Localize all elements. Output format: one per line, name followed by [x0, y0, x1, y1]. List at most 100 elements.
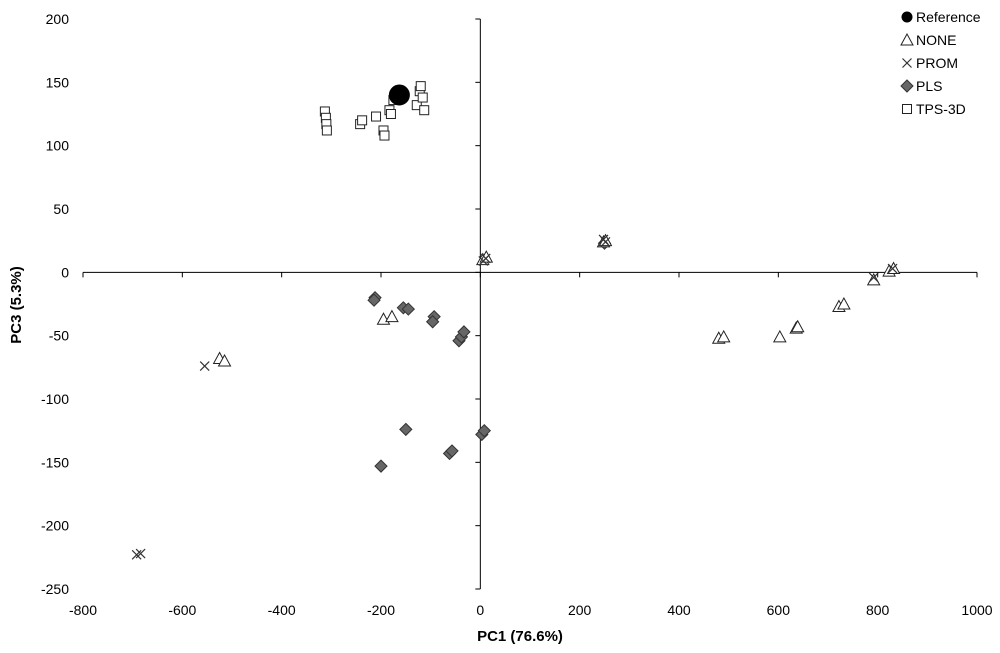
triangle-marker — [217, 353, 232, 367]
legend-label: PLS — [916, 78, 942, 94]
diamond-marker — [457, 325, 471, 339]
y-tick-label: -50 — [49, 328, 69, 344]
legend-label: Reference — [916, 9, 981, 25]
square-marker — [385, 109, 396, 119]
diamond-marker — [477, 423, 492, 438]
y-tick-label: 150 — [46, 74, 70, 90]
none-point — [772, 329, 787, 343]
legend: Reference NONE PROM PLS TPS-3D — [900, 9, 981, 117]
legend-marker — [902, 104, 912, 114]
legend-item-prom: PROM — [902, 55, 958, 71]
x-marker-stroke — [199, 361, 210, 371]
square-marker — [902, 104, 912, 114]
x-tick-label: 600 — [767, 602, 791, 618]
legend-label: TPS-3D — [916, 101, 966, 117]
legend-item-none: NONE — [900, 32, 956, 48]
triangle-marker — [837, 296, 851, 310]
diamond-marker — [425, 315, 440, 329]
y-tick-label: 100 — [46, 138, 70, 154]
none-point — [716, 329, 731, 343]
square-marker — [379, 130, 390, 141]
pls-point — [445, 444, 459, 458]
legend-marker — [900, 32, 914, 46]
x-marker-stroke — [480, 253, 491, 264]
diamond-marker — [900, 79, 914, 93]
tps-3d-point — [417, 92, 428, 103]
y-tick-label: -250 — [41, 581, 69, 597]
y-tick-label: -200 — [41, 518, 69, 534]
axes — [82, 18, 978, 590]
tps-3d-point — [385, 109, 396, 119]
y-tick-label: -150 — [41, 454, 69, 470]
x-marker-stroke — [902, 58, 912, 68]
data-points — [131, 81, 901, 560]
y-axis-title: PC3 (5.3%) — [8, 266, 25, 344]
legend-marker — [901, 11, 913, 23]
prom-point — [135, 548, 146, 559]
square-marker — [357, 115, 368, 126]
pls-point — [425, 315, 440, 329]
tps-3d-point — [415, 81, 426, 92]
square-marker — [321, 125, 332, 136]
tps-3d-point — [419, 105, 430, 116]
x-axis-title: PC1 (76.6%) — [477, 628, 563, 645]
tps-3d-point — [411, 100, 422, 111]
tps-3d-point — [321, 125, 332, 136]
none-point — [837, 296, 851, 310]
square-marker — [419, 105, 430, 116]
pls-point — [401, 302, 416, 316]
diamond-marker — [445, 444, 459, 458]
x-marker-stroke — [135, 548, 146, 559]
x-tick-label: -800 — [69, 602, 97, 618]
legend-marker — [902, 58, 912, 68]
diamond-marker — [374, 459, 388, 473]
x-tick-label: 400 — [667, 602, 691, 618]
y-tick-label: -100 — [41, 391, 69, 407]
triangle-marker — [790, 319, 805, 333]
prom-point — [868, 272, 879, 283]
x-tick-label: 800 — [866, 602, 890, 618]
x-tick-label: 200 — [568, 602, 592, 618]
diamond-marker — [367, 293, 381, 307]
x-tick-label: 1000 — [961, 602, 992, 618]
legend-item-reference: Reference — [901, 9, 981, 25]
x-tick-label: -400 — [268, 602, 296, 618]
tps-3d-point — [379, 130, 390, 141]
reference-point — [388, 84, 410, 106]
y-tick-label: 200 — [46, 11, 70, 27]
pls-point — [477, 423, 492, 438]
reference-marker — [388, 84, 410, 106]
pls-point — [374, 459, 388, 473]
square-marker — [417, 92, 428, 103]
x-marker-stroke — [868, 272, 879, 283]
y-tick-label: 0 — [61, 264, 69, 280]
x-marker-stroke — [600, 237, 611, 247]
legend-label: NONE — [916, 32, 956, 48]
prom-point — [887, 263, 898, 274]
triangle-marker — [385, 309, 399, 323]
square-marker — [411, 100, 422, 111]
legend-marker — [900, 79, 914, 93]
prom-point — [480, 253, 491, 264]
none-point — [790, 319, 805, 333]
triangle-marker — [772, 329, 787, 343]
prom-point — [600, 237, 611, 247]
none-point — [385, 309, 399, 323]
triangle-marker — [716, 329, 731, 343]
pls-point — [367, 293, 381, 307]
pls-point — [457, 325, 471, 339]
x-tick-label: -200 — [367, 602, 395, 618]
tps-3d-point — [371, 111, 382, 122]
x-tick-label: -600 — [168, 602, 196, 618]
square-marker — [371, 111, 382, 122]
x-tick-label: 0 — [476, 602, 484, 618]
diamond-marker — [399, 422, 413, 437]
none-point — [866, 272, 881, 286]
prom-point — [199, 361, 210, 371]
tps-3d-point — [357, 115, 368, 126]
pls-point — [399, 422, 413, 437]
x-marker-stroke — [887, 263, 898, 274]
legend-item-tps-3d: TPS-3D — [902, 101, 966, 117]
triangle-marker — [900, 32, 914, 46]
